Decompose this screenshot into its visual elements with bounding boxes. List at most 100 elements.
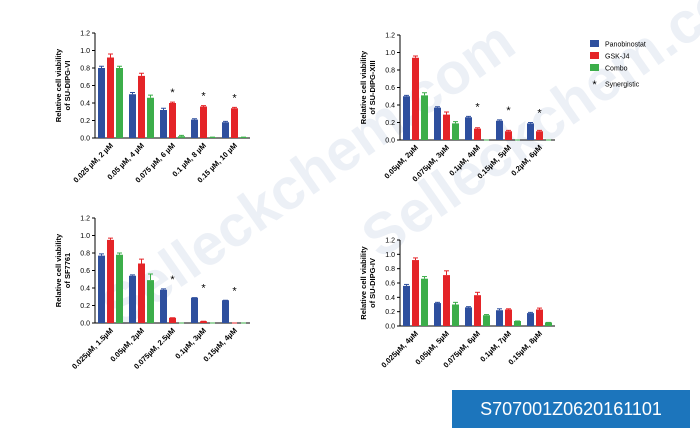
bar bbox=[443, 114, 450, 140]
y-tick-label: 1.2 bbox=[80, 31, 90, 38]
bar bbox=[403, 96, 410, 140]
y-tick-label: 0.6 bbox=[80, 268, 90, 275]
y-axis-label: of SU-DIPG-XIII bbox=[368, 60, 377, 114]
y-tick-label: 0.6 bbox=[385, 85, 395, 92]
y-axis-label: Relative cell viability bbox=[359, 50, 368, 124]
synergy-mark: * bbox=[201, 283, 206, 295]
bar bbox=[169, 317, 176, 323]
bar bbox=[465, 307, 472, 326]
legend-label: Synergistic bbox=[605, 82, 640, 89]
bar bbox=[231, 108, 238, 138]
y-tick-label: 0.2 bbox=[80, 303, 90, 310]
bar bbox=[138, 75, 145, 138]
bar bbox=[527, 313, 534, 326]
x-tick-label: 0.025µM, 4µM bbox=[379, 329, 419, 369]
y-tick-label: 0.6 bbox=[385, 281, 395, 288]
bar bbox=[434, 303, 441, 326]
y-axis-label: Relative cell viability bbox=[54, 233, 63, 307]
bar bbox=[169, 103, 176, 138]
y-tick-label: 0.8 bbox=[385, 68, 395, 75]
bar bbox=[107, 239, 114, 323]
x-tick-label: 0.025µM, 1.5µM bbox=[70, 326, 115, 371]
bar bbox=[536, 309, 543, 326]
bar bbox=[527, 123, 534, 140]
bar bbox=[98, 255, 105, 323]
y-tick-label: 0.4 bbox=[385, 295, 395, 302]
y-axis-label: of SF7761 bbox=[63, 253, 72, 288]
y-tick-label: 0.2 bbox=[385, 309, 395, 316]
bar bbox=[545, 322, 552, 326]
bar bbox=[200, 106, 207, 138]
bar bbox=[536, 131, 543, 140]
bar bbox=[412, 260, 419, 326]
y-tick-label: 0.8 bbox=[385, 266, 395, 273]
y-axis-label: of SU-DIPG-VI bbox=[63, 61, 72, 111]
y-tick-label: 0.0 bbox=[80, 321, 90, 328]
bar bbox=[191, 297, 198, 323]
y-tick-label: 0.6 bbox=[80, 83, 90, 90]
legend-label: Combo bbox=[605, 66, 628, 73]
synergy-mark: * bbox=[537, 108, 542, 120]
synergy-mark: * bbox=[475, 101, 480, 113]
y-axis-label: of SU-DIPG-IV bbox=[368, 258, 377, 308]
bar bbox=[421, 95, 428, 140]
bar bbox=[222, 300, 229, 323]
synergy-mark: * bbox=[170, 274, 175, 286]
y-tick-label: 1.0 bbox=[385, 252, 395, 259]
y-tick-label: 0.4 bbox=[80, 101, 90, 108]
y-tick-label: 0.8 bbox=[80, 66, 90, 73]
synergy-mark: * bbox=[506, 105, 511, 117]
y-tick-label: 0.2 bbox=[80, 118, 90, 125]
legend-swatch bbox=[590, 64, 599, 71]
product-code: S707001Z0620161101 bbox=[480, 399, 662, 419]
y-axis-label: Relative cell viability bbox=[359, 245, 368, 319]
bar bbox=[147, 280, 154, 323]
bar bbox=[160, 110, 167, 138]
synergy-mark: * bbox=[201, 91, 206, 103]
y-tick-label: 0.0 bbox=[385, 324, 395, 331]
y-tick-label: 0.4 bbox=[80, 286, 90, 293]
legend-swatch bbox=[590, 40, 599, 47]
legend-swatch bbox=[590, 52, 599, 59]
y-tick-label: 0.2 bbox=[385, 120, 395, 127]
bar bbox=[178, 136, 185, 138]
legend-label: GSK-J4 bbox=[605, 54, 630, 61]
bar bbox=[496, 310, 503, 326]
bar bbox=[138, 263, 145, 323]
bar bbox=[421, 278, 428, 326]
legend-label: Panobinostat bbox=[605, 42, 646, 49]
bar bbox=[222, 122, 229, 138]
bar bbox=[129, 94, 136, 138]
bar bbox=[200, 321, 207, 323]
synergy-mark: * bbox=[232, 92, 237, 104]
bar bbox=[474, 295, 481, 326]
bar bbox=[434, 107, 441, 140]
bar bbox=[483, 315, 490, 326]
bar bbox=[107, 57, 114, 138]
y-tick-label: 0.0 bbox=[385, 138, 395, 145]
bar bbox=[505, 309, 512, 326]
y-tick-label: 1.0 bbox=[80, 233, 90, 240]
synergy-mark: * bbox=[232, 285, 237, 297]
y-tick-label: 1.0 bbox=[385, 50, 395, 57]
y-tick-label: 1.2 bbox=[385, 33, 395, 40]
y-tick-label: 1.0 bbox=[80, 48, 90, 55]
bar bbox=[116, 68, 123, 138]
bar bbox=[160, 289, 167, 323]
bar bbox=[505, 131, 512, 140]
y-tick-label: 1.2 bbox=[80, 216, 90, 223]
y-tick-label: 0.0 bbox=[80, 136, 90, 143]
y-axis-label: Relative cell viability bbox=[54, 48, 63, 122]
bar bbox=[191, 119, 198, 138]
bar bbox=[496, 120, 503, 140]
legend-symbol: * bbox=[592, 79, 597, 91]
y-tick-label: 0.8 bbox=[80, 251, 90, 258]
bar bbox=[452, 304, 459, 326]
bar bbox=[147, 97, 154, 138]
bar bbox=[443, 275, 450, 326]
bar bbox=[474, 128, 481, 140]
synergy-mark: * bbox=[170, 87, 175, 99]
bar bbox=[452, 123, 459, 140]
y-tick-label: 1.2 bbox=[385, 238, 395, 245]
